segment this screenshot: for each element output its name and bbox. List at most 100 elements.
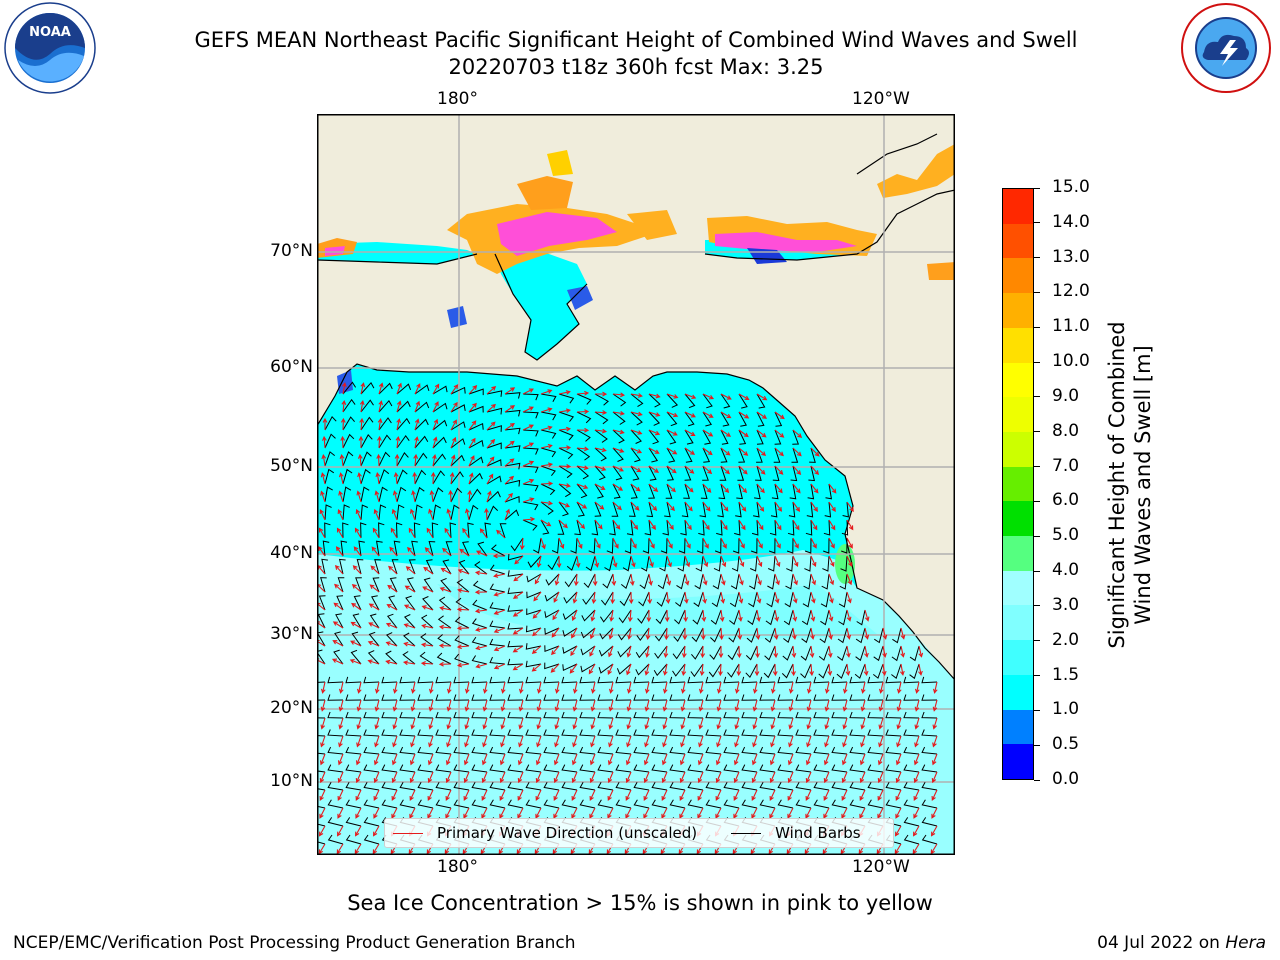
noaa-logo: NOAA	[4, 2, 96, 94]
wind-barb	[396, 469, 408, 485]
wave-direction-arrow	[340, 417, 346, 431]
wave-direction-arrow	[625, 789, 632, 802]
wind-barb	[445, 541, 453, 557]
wave-direction-arrow	[666, 447, 678, 455]
wave-direction-arrow	[499, 771, 506, 784]
wave-direction-arrow	[702, 393, 715, 400]
wave-direction-arrow	[403, 604, 416, 611]
wind-barb	[669, 711, 686, 719]
wave-direction-arrow	[589, 645, 596, 657]
wave-direction-arrow	[446, 699, 452, 712]
wind-barb	[759, 746, 776, 755]
wind-barb	[450, 471, 464, 485]
wave-direction-arrow	[738, 429, 749, 438]
wind-barb	[690, 663, 704, 678]
wave-direction-arrow	[612, 429, 625, 435]
wind-barb	[432, 385, 448, 395]
wind-barb	[648, 483, 656, 499]
coastline	[318, 133, 954, 680]
wave-direction-arrow	[500, 717, 506, 730]
wave-direction-arrow	[493, 645, 506, 652]
wind-barb	[355, 577, 362, 593]
wave-direction-arrow	[828, 609, 834, 622]
wind-barb	[417, 694, 434, 701]
wave-direction-arrow	[356, 681, 362, 694]
wave-direction-arrow	[719, 609, 725, 623]
wind-barb	[813, 764, 830, 773]
colorbar-tick-mark	[1034, 535, 1040, 537]
wave-direction-arrow	[666, 555, 672, 568]
wind-barb	[702, 429, 712, 445]
wave-direction-arrow	[701, 609, 707, 623]
wind-barb	[381, 781, 398, 791]
wave-direction-arrow	[643, 789, 650, 802]
wave-direction-arrow	[372, 843, 380, 854]
wave-direction-arrow	[540, 389, 553, 395]
wind-barb	[759, 711, 776, 719]
wave-direction-arrow	[824, 699, 830, 712]
wind-barb	[440, 577, 452, 593]
wind-barb	[903, 746, 920, 755]
colorbar-segment	[1003, 293, 1033, 328]
wind-barb	[507, 640, 524, 648]
wind-barb	[806, 501, 814, 518]
wind-barb	[522, 465, 539, 473]
wave-direction-arrow	[648, 537, 655, 549]
wave-direction-arrow	[720, 591, 726, 604]
wind-barb	[334, 631, 344, 647]
wind-barb	[438, 596, 452, 611]
wave-direction-arrow	[720, 411, 732, 419]
wave-direction-arrow	[736, 645, 742, 659]
wave-direction-arrow	[630, 555, 636, 568]
wave-direction-arrow	[534, 573, 542, 585]
wave-direction-arrow	[841, 807, 848, 819]
wave-direction-arrow	[824, 717, 830, 730]
wave-direction-arrow	[518, 735, 524, 748]
wind-barb	[449, 522, 457, 539]
colorbar-segment	[1003, 640, 1033, 675]
wave-direction-arrow	[628, 591, 634, 605]
wind-barb	[759, 799, 776, 809]
wind-barb	[561, 764, 578, 773]
wind-barb	[381, 799, 398, 809]
wind-barb	[333, 649, 344, 665]
wave-direction-arrow	[900, 627, 906, 640]
wind-barb	[360, 399, 374, 413]
wave-direction-arrow	[666, 501, 675, 512]
wave-direction-arrow	[697, 789, 704, 802]
wind-barb	[772, 465, 780, 482]
wind-barb	[773, 447, 781, 463]
wind-barb	[694, 573, 704, 590]
wind-barb	[581, 609, 596, 622]
wind-barb	[544, 609, 560, 619]
wind-barb	[795, 676, 812, 684]
wind-barb	[321, 558, 328, 575]
wave-direction-arrow	[414, 383, 421, 395]
wind-barb	[468, 504, 479, 521]
wind-barb	[836, 663, 848, 679]
wave-direction-arrow	[403, 641, 416, 647]
wave-direction-arrow	[788, 717, 794, 730]
wave-direction-arrow	[493, 609, 506, 615]
wave-direction-arrow	[407, 546, 416, 557]
wind-barb	[327, 817, 344, 827]
wind-barb	[543, 676, 560, 684]
wind-barb	[735, 501, 742, 518]
wind-barb	[921, 781, 938, 791]
wave-direction-arrow	[770, 717, 776, 730]
wind-barb	[472, 580, 488, 593]
wind-barb	[543, 781, 560, 791]
wind-barb	[749, 555, 758, 572]
wave-direction-arrow	[630, 483, 641, 492]
wind-barb	[597, 764, 614, 773]
wind-barb	[558, 483, 572, 498]
wave-direction-arrow	[805, 807, 812, 819]
wave-direction-arrow	[368, 603, 380, 611]
wave-direction-arrow	[608, 735, 614, 748]
wind-barb	[629, 501, 636, 517]
wind-barb	[486, 442, 502, 450]
wind-barb	[489, 564, 506, 575]
wave-direction-arrow	[805, 789, 812, 802]
wind-barb	[414, 469, 427, 485]
wind-barb	[891, 663, 902, 680]
